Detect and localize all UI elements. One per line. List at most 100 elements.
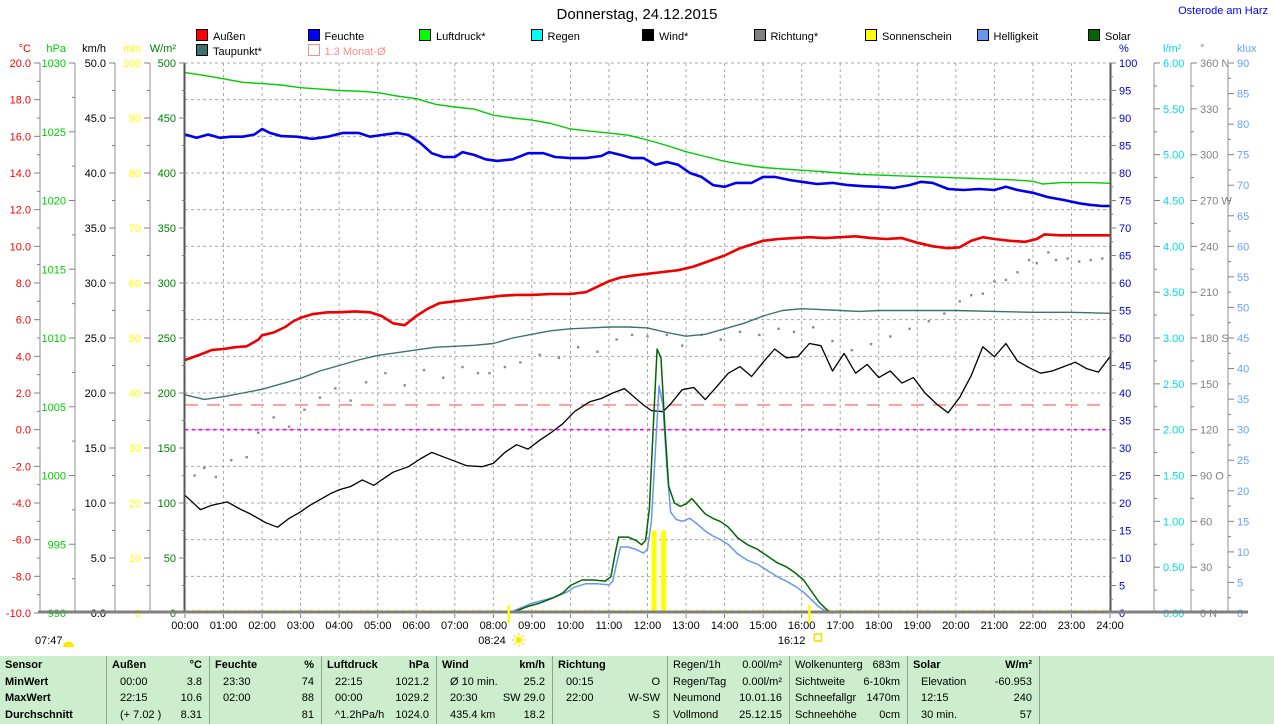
svg-text:210: 210 [1200, 287, 1218, 299]
svg-text:0.00: 0.00 [1163, 608, 1184, 620]
svg-text:90: 90 [1237, 58, 1249, 70]
series-feuchte [183, 127, 1112, 208]
stats-row: Wolkenunterg 683m [795, 657, 900, 674]
legend-item-helligkeit[interactable]: Helligkeit [976, 29, 1039, 43]
svg-text:100: 100 [158, 498, 176, 510]
svg-text:90: 90 [129, 113, 141, 125]
svg-text:1.50: 1.50 [1163, 471, 1184, 483]
stats-row: 12:15 240 [913, 690, 1032, 707]
svg-text:30: 30 [1119, 443, 1131, 455]
legend-item-au-en[interactable]: Außen [196, 29, 246, 43]
svg-text:10: 10 [129, 553, 141, 565]
x-axis-label: 20:00 [942, 620, 970, 632]
stats-value: 0cm [879, 708, 900, 721]
svg-text:15: 15 [1119, 526, 1131, 538]
svg-text:0: 0 [170, 608, 176, 620]
stats-column-richtung: Richtung 00:15 O 22:00 W-SW S [553, 656, 668, 724]
stats-row: Regen/1h 0.00l/m² [673, 657, 782, 674]
svg-text:W/m²: W/m² [150, 43, 177, 55]
time-axis: 00:00 01:00 02:00 03:00 04:00 05:00 06:00 07:00… [38, 610, 1248, 632]
svg-text:50: 50 [164, 553, 176, 565]
svg-text:2.00: 2.00 [1163, 425, 1184, 437]
legend-item-regen[interactable]: Regen [530, 29, 580, 43]
svg-text:0.0: 0.0 [91, 608, 106, 620]
x-axis-label: 01:00 [210, 620, 238, 632]
svg-text:100: 100 [1119, 58, 1137, 70]
stats-row: 435.4 km 18.2 [442, 707, 545, 724]
stats-row: Schneefallgr 1470m [795, 690, 900, 707]
svg-text:0.50: 0.50 [1163, 562, 1184, 574]
svg-text:-2.0: -2.0 [12, 461, 31, 473]
stats-row: 00:00 3.8 [112, 674, 202, 691]
legend-item-sonnenschein[interactable]: Sonnenschein [865, 29, 952, 43]
stats-column-feuchte: Feuchte% 23:30 74 02:00 88 81 [210, 656, 322, 724]
svg-text:95: 95 [1119, 86, 1131, 98]
legend-item-luftdruck-[interactable]: Luftdruck* [419, 29, 486, 43]
legend-item-solar[interactable]: Solar [1088, 29, 1131, 43]
stats-row: Solar W/m² [913, 657, 1032, 674]
stats-row: 23:30 74 [215, 674, 314, 691]
stats-label: 22:00 [566, 692, 594, 704]
svg-text:40.0: 40.0 [85, 168, 106, 180]
stats-label: 02:00 [223, 692, 251, 704]
svg-text:4.0: 4.0 [16, 351, 31, 363]
x-axis-label: 10:00 [557, 620, 585, 632]
stats-row: Richtung [558, 657, 660, 674]
stats-label: Außen [112, 659, 147, 671]
stats-label: MinWert [5, 675, 49, 688]
stats-row: Außen °C [112, 657, 202, 674]
legend-label: Taupunkt* [213, 46, 262, 58]
stats-value: 1029.2 [395, 692, 429, 704]
stats-value: 74 [301, 675, 314, 688]
stats-value: 1021.2 [395, 675, 429, 688]
stats-value: 6-10km [863, 675, 900, 688]
svg-text:3.50: 3.50 [1163, 287, 1184, 299]
stats-value: 57 [1019, 708, 1032, 721]
svg-text:08:24: 08:24 [478, 635, 506, 647]
legend-item-richtung-[interactable]: Richtung* [753, 29, 818, 43]
x-axis-label: 19:00 [904, 620, 932, 632]
sun-filled-icon [63, 641, 74, 647]
stats-filler [1040, 656, 1274, 724]
x-axis-label: 16:00 [788, 620, 816, 632]
stats-row: MinWert [5, 674, 99, 691]
stats-value: 18.2 [523, 708, 545, 721]
svg-text:75: 75 [1237, 150, 1249, 162]
stats-value: 81 [301, 708, 314, 721]
x-axis-label: 15:00 [749, 620, 777, 632]
legend-item-1-3-monat-[interactable]: 1.3 Monat-Ø [307, 44, 386, 58]
svg-text:85: 85 [1119, 141, 1131, 153]
svg-text:°: ° [1200, 43, 1204, 55]
legend-label: Helligkeit [993, 31, 1039, 43]
x-axis-label: 18:00 [865, 620, 893, 632]
svg-text:200: 200 [158, 388, 176, 400]
stats-row: Neumond 10.01.16 [673, 690, 782, 707]
stats-value: -60.953 [994, 675, 1032, 688]
legend-label: Außen [213, 31, 246, 43]
stats-row: MaxWert [5, 690, 99, 707]
svg-text:50: 50 [1237, 302, 1249, 314]
svg-text:300: 300 [1200, 150, 1218, 162]
legend-item-feuchte[interactable]: Feuchte [307, 29, 364, 43]
stats-label: Elevation [921, 675, 967, 688]
stats-label: Vollmond [673, 708, 719, 721]
svg-text:80: 80 [1119, 168, 1131, 180]
stats-value: hPa [408, 659, 429, 671]
legend-color-swatch [753, 29, 766, 41]
svg-text:0: 0 [1119, 608, 1125, 620]
x-axis-label: 14:00 [711, 620, 739, 632]
axis--: 0 5 10 15 20 25 30 35 40 45 50 55 60 65 70 75 80 85 90 95 10… [1110, 43, 1137, 620]
svg-text:35: 35 [1237, 394, 1249, 406]
svg-text:0 N: 0 N [1200, 608, 1217, 620]
legend-item-wind-[interactable]: Wind* [642, 29, 688, 43]
legend-item-taupunkt-[interactable]: Taupunkt* [196, 44, 262, 58]
stats-column-regen-1h: Regen/1h 0.00l/m² Regen/Tag 0.00l/m² Neumond… [668, 656, 790, 724]
svg-text:5.00: 5.00 [1163, 150, 1184, 162]
stats-label: 30 min. [921, 708, 958, 721]
stats-label: (+ 7.02 ) [120, 708, 162, 721]
legend-label: 1.3 Monat-Ø [324, 46, 386, 58]
stats-row: 02:00 88 [215, 690, 314, 707]
series-solar [508, 348, 834, 614]
svg-text:150: 150 [1200, 379, 1218, 391]
x-axis-label: 03:00 [287, 620, 315, 632]
